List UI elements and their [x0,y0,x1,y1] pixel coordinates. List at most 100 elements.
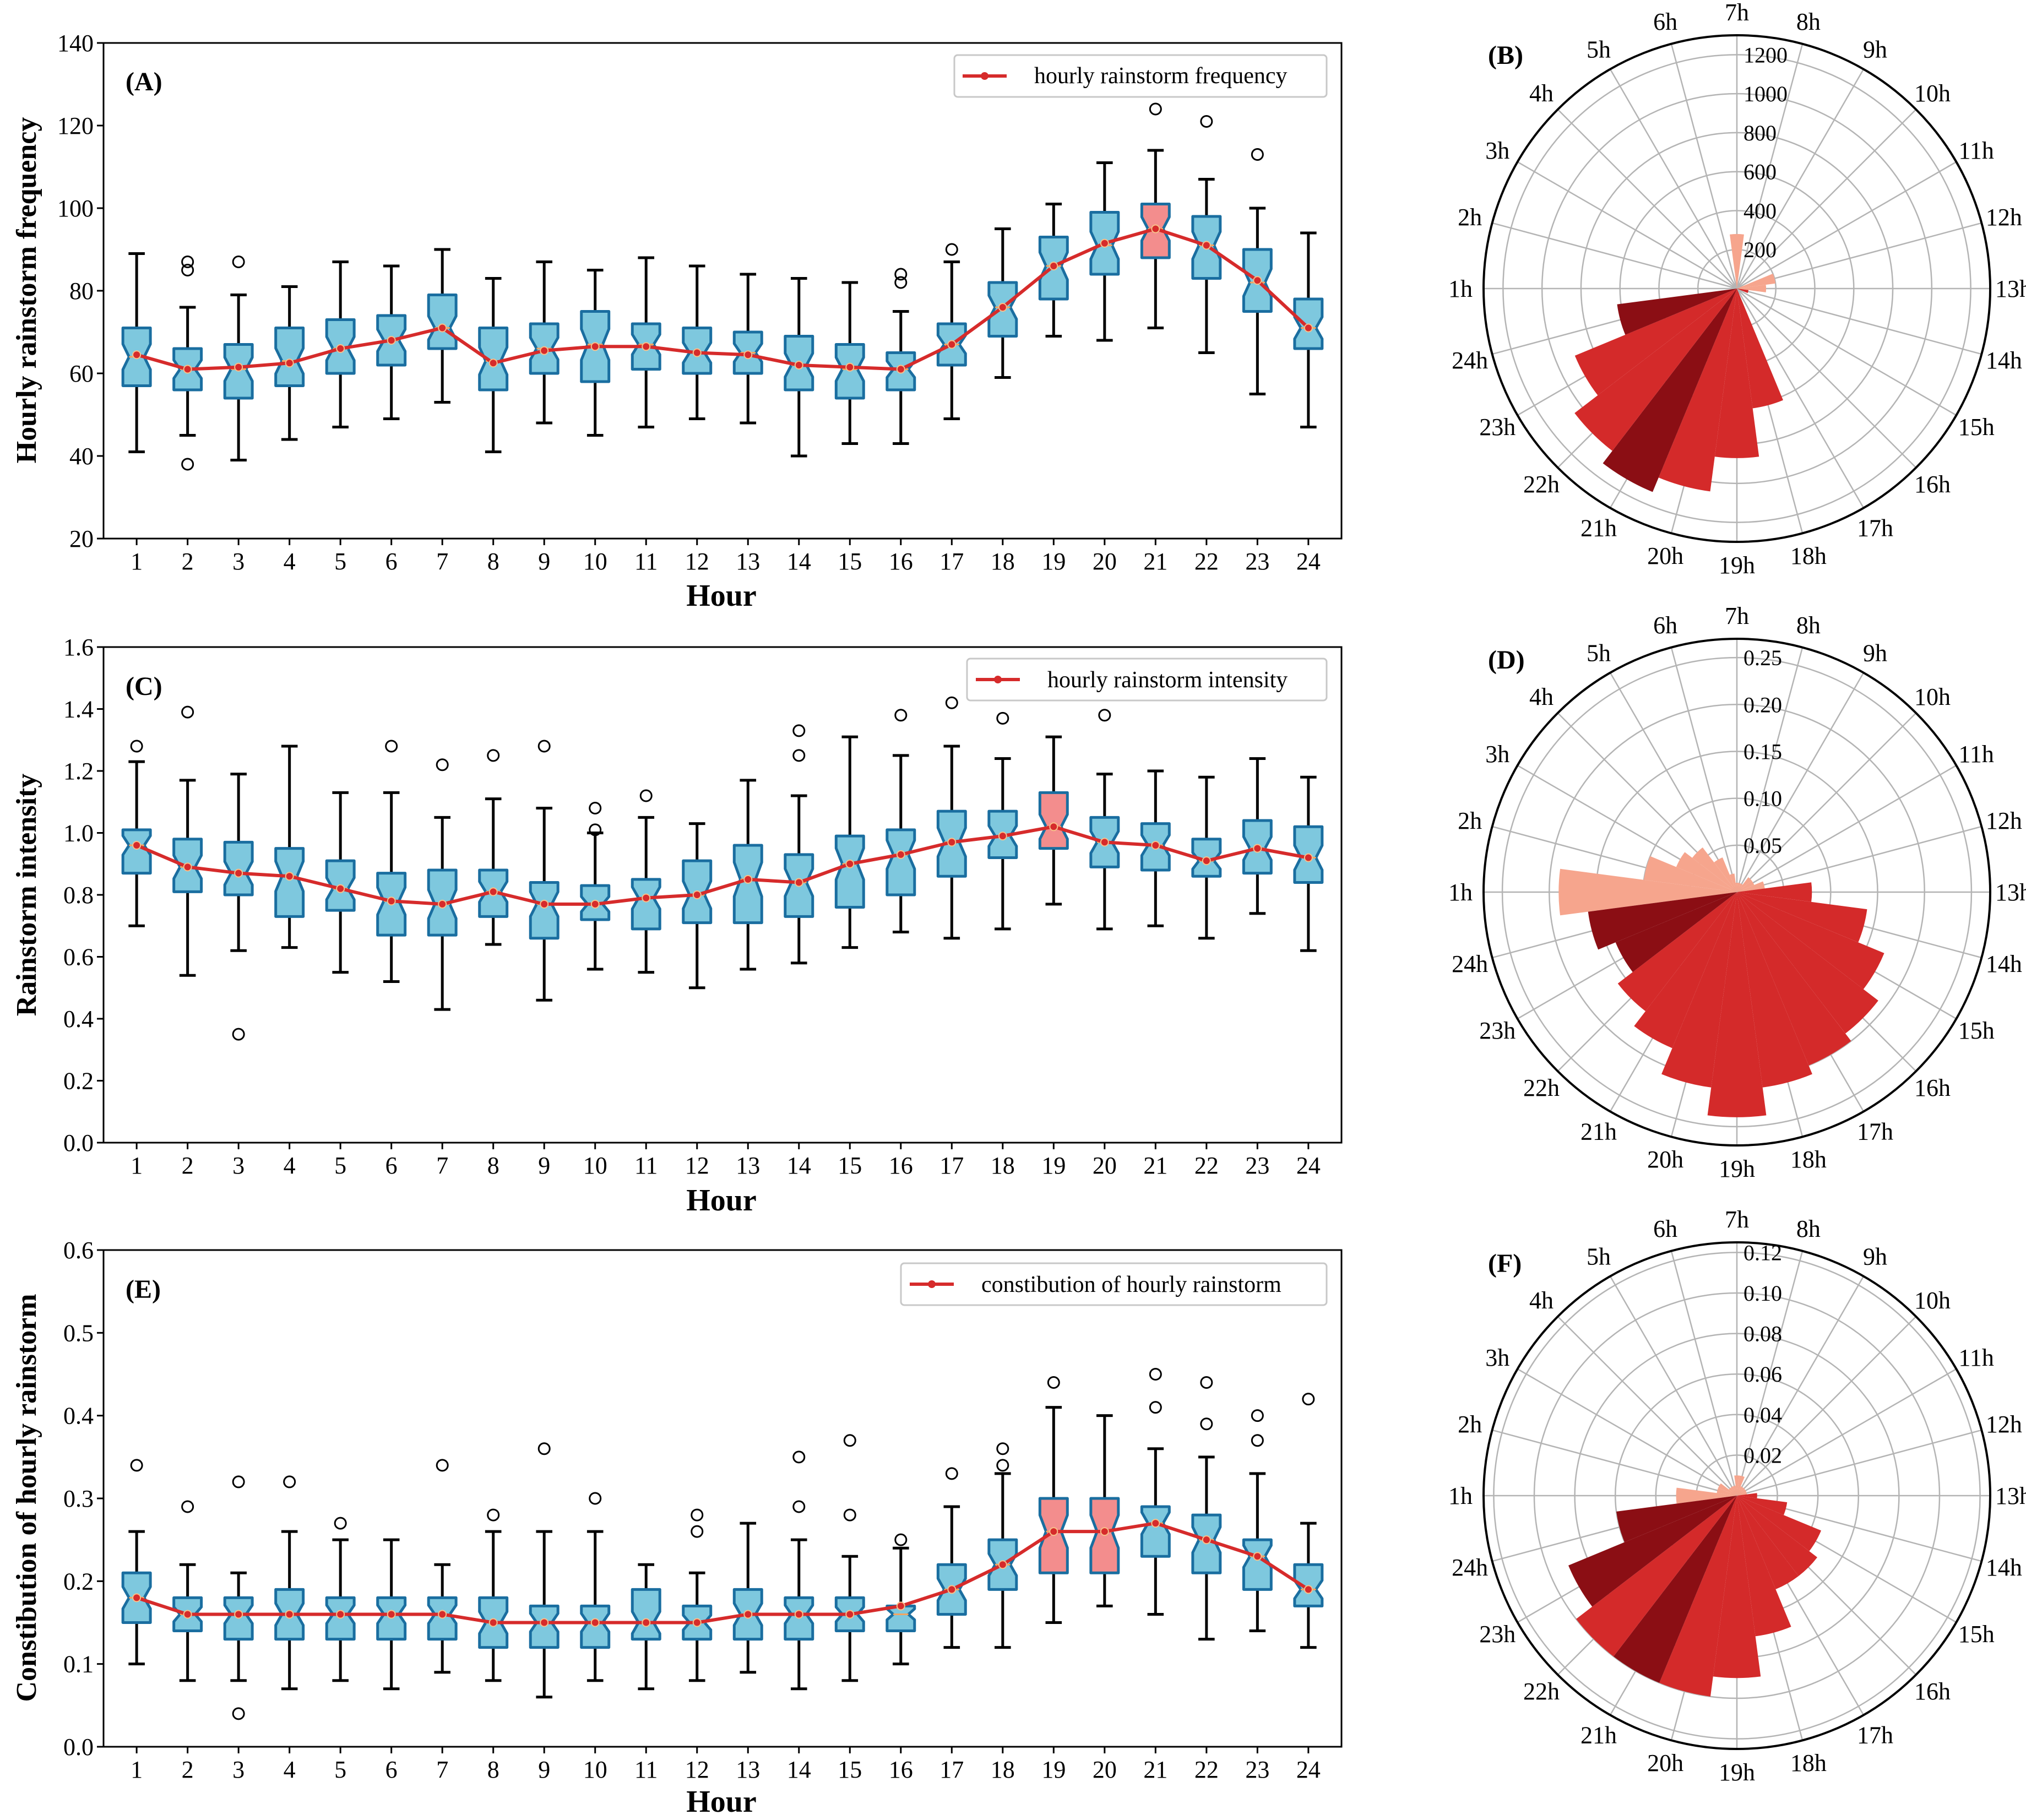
panel-b-grid-spoke [1736,161,1957,290]
panel-f-bar-4h [1729,1487,1737,1496]
panel-c-ytick-label: 0.6 [63,944,94,971]
panel-b-hour-label: 12h [1986,204,2022,231]
panel-a-mean-point [234,362,243,372]
panel-f-bar-20h [1659,1496,1737,1697]
panel-f-rtick-label: 0.12 [1743,1240,1782,1265]
panel-b-hour-label: 14h [1986,347,2022,374]
panel-d-bar-18h [1737,892,1812,1088]
panel-f-grid-spoke [1736,1368,1957,1497]
panel-e-boxplot: (E) Constibution of hourly rainstorm Hou… [11,1237,1343,1819]
panel-b-bar-20h [1658,289,1737,492]
panel-b-bar-14h [1737,289,1749,294]
panel-e-xtick-label: 1 [131,1756,143,1783]
panel-f-hour-label: 22h [1523,1678,1560,1705]
panel-c-xtick-label: 14 [787,1152,811,1179]
panel-a-xtick-label: 5 [334,548,346,575]
panel-e-ytick-label: 0.0 [63,1734,94,1761]
panel-f-bar-17h [1737,1496,1799,1589]
panel-e-outlier [691,1508,704,1522]
panel-c-mean-point [234,868,243,878]
panel-a-outlier [945,243,958,256]
panel-e-mean-point [1049,1527,1058,1536]
panel-b-grid-spoke [1736,287,1957,416]
panel-b-rtick-label: 200 [1743,237,1777,262]
panel-a-ylabel: Hourly rainstorm frequency [11,117,42,464]
panel-d-outer-ring [1482,638,1991,1147]
panel-a-xtick-label: 15 [838,548,862,575]
panel-f-rtick-label: 0.10 [1743,1281,1782,1306]
panel-b-rtick-label: 1200 [1743,42,1788,67]
panel-c-mean-point [438,899,447,909]
panel-d-hour-label: 1h [1448,879,1473,906]
panel-e-outlier [1251,1434,1264,1447]
panel-d-bar-16h [1737,892,1878,1034]
panel-e-mean-point [1202,1535,1211,1545]
panel-f-bar-10h [1737,1487,1745,1496]
panel-e-outlier [1047,1376,1060,1389]
panel-c-outlier [436,758,449,772]
panel-a-xtick-label: 3 [232,548,245,575]
panel-f-hour-label: 17h [1857,1722,1893,1749]
panel-e-xtick-label: 6 [385,1756,398,1783]
panel-e-mean-point [336,1610,345,1619]
panel-b-hour-label: 6h [1653,8,1677,35]
panel-b-bar-13h [1737,285,1767,292]
panel-f-bar-11h [1737,1489,1746,1496]
panel-c-xtick-label: 8 [487,1152,499,1179]
panel-c-box-hour-19 [1038,791,1069,850]
panel-d-hour-label: 12h [1986,807,2022,834]
panel-c-xtick-label: 7 [436,1152,448,1179]
panel-a-label: (A) [126,67,162,96]
panel-a-xtick-label: 10 [583,548,607,575]
panel-c-ylabel: Rainstorm intensity [11,774,42,1017]
panel-d-hour-label: 21h [1580,1118,1617,1145]
panel-a-xtick-label: 14 [787,548,811,575]
panel-c-mean-point [743,874,753,884]
panel-f-bar-6h [1732,1485,1737,1496]
panel-c-mean-point [1100,838,1109,847]
panel-e-outlier [283,1475,296,1488]
panel-f-bar-7h [1734,1475,1740,1496]
panel-a-xtick-label: 1 [131,548,143,575]
panel-e-xtick-label: 18 [991,1756,1015,1783]
panel-c-outlier [639,789,653,802]
panel-c-mean-point [183,862,192,872]
panel-a-xtick-label: 16 [889,548,913,575]
panel-d-hour-label: 17h [1857,1118,1893,1145]
panel-b-hour-label: 4h [1529,80,1554,107]
panel-c-box-hour-4 [274,847,305,918]
panel-b-hour-label: 19h [1719,552,1755,579]
panel-c-xtick-label: 19 [1041,1152,1066,1179]
panel-c-mean-point [692,890,702,899]
panel-c-mean-point [1303,853,1313,862]
panel-f-hour-label: 2h [1458,1411,1482,1438]
panel-d-hour-label: 20h [1647,1146,1683,1173]
panel-a-mean-point [692,348,702,357]
panel-e-mean-point [183,1610,192,1619]
panel-b-hour-label: 21h [1580,515,1617,542]
panel-a-mean-point [845,362,855,372]
panel-c-xtick-label: 23 [1245,1152,1269,1179]
panel-d-hour-label: 14h [1986,950,2022,977]
panel-b-bar-12h [1737,273,1776,289]
panel-c-mean-point [947,838,957,847]
panel-c-outlier [130,740,143,753]
panel-d-hour-label: 4h [1529,683,1554,710]
panel-b-hour-label: 24h [1452,347,1488,374]
panel-c-ytick-label: 0.2 [63,1068,94,1095]
panel-f-hour-label: 21h [1580,1722,1617,1749]
panel-a-mean-point [285,358,294,368]
panel-b-grid-spoke [1736,288,1865,508]
panel-e-xtick-label: 10 [583,1756,607,1783]
panel-a-mean-point [1049,262,1058,270]
panel-c-ytick-label: 1.0 [63,820,94,847]
panel-b-hour-label: 20h [1647,542,1683,569]
panel-a-outlier [181,264,194,276]
panel-d-hour-label: 2h [1458,807,1482,834]
panel-e-mean-line [136,1522,1310,1625]
panel-c-xlabel: Hour [686,1183,757,1218]
panel-d-bar-19h [1707,892,1767,1117]
panel-d-bar-23h [1615,892,1737,973]
panel-d-rtick-label: 0.05 [1743,833,1782,858]
panel-b-hour-label: 17h [1857,515,1893,542]
